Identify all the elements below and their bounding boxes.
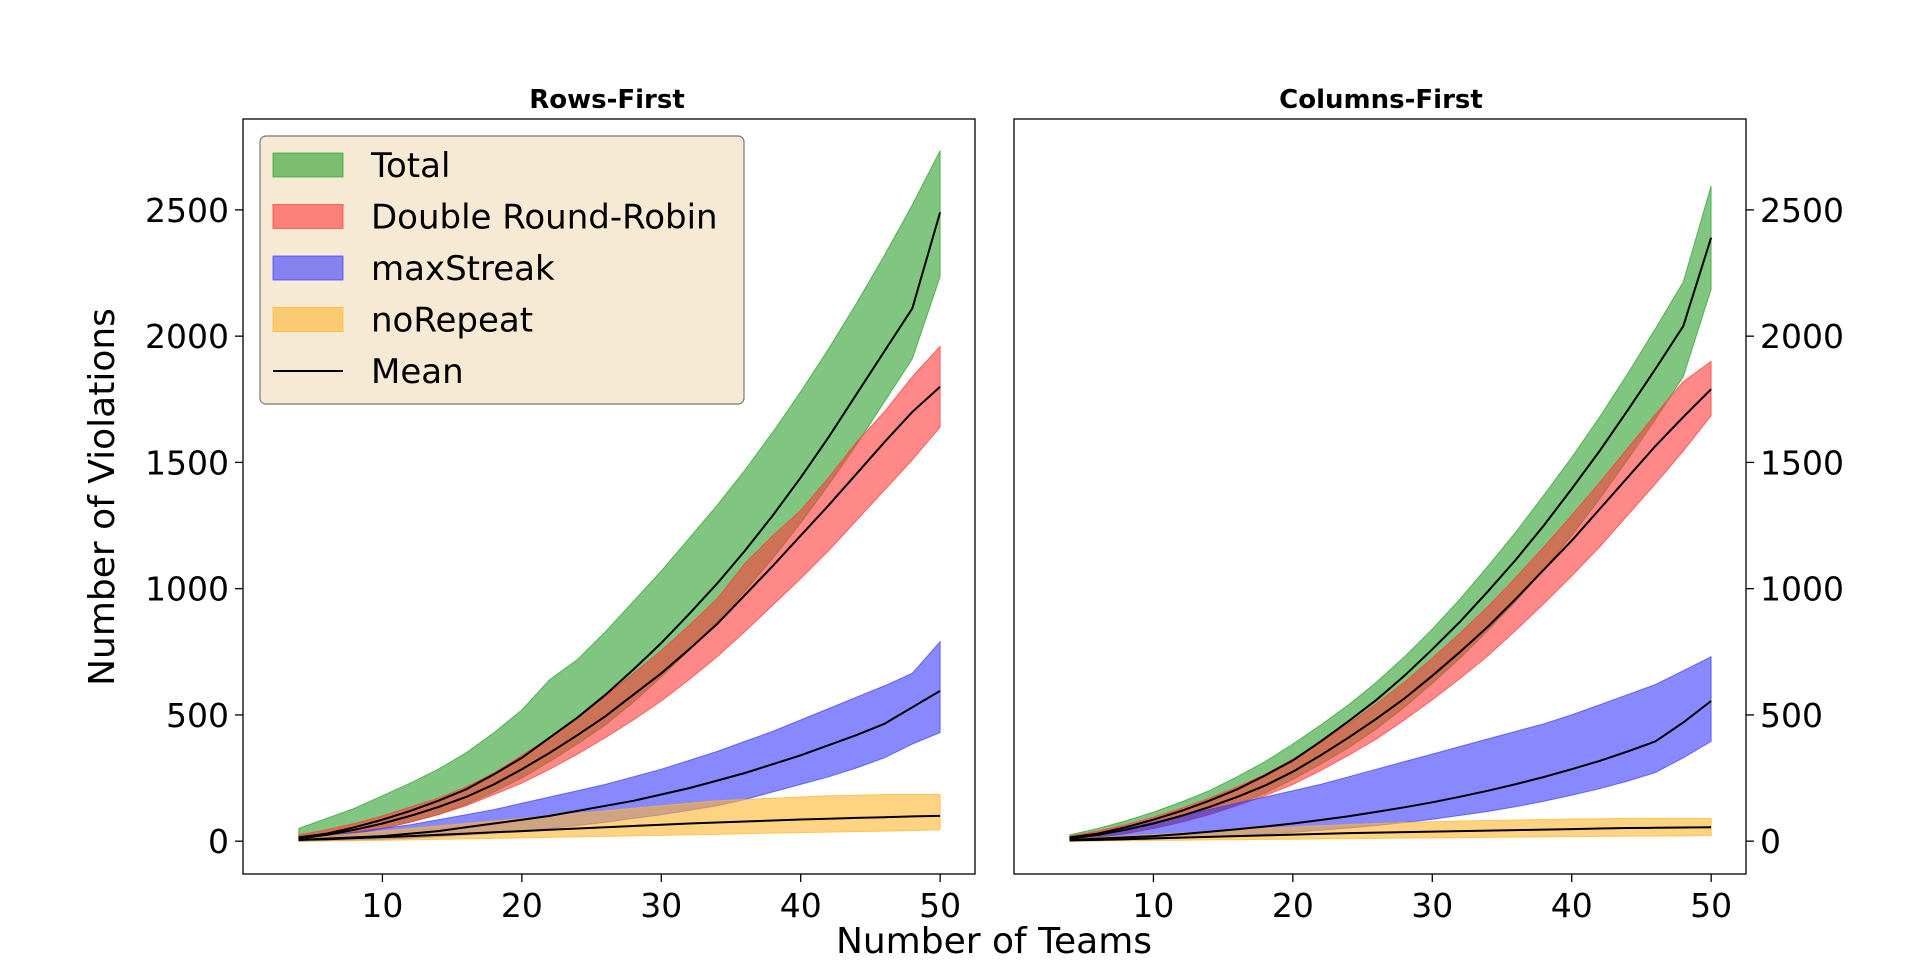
mean-line-norepeat-columns-first	[1069, 826, 1712, 842]
y-tick-label: 500	[1760, 696, 1823, 735]
y-tick-label: 2500	[1760, 191, 1844, 230]
mean-line-total-columns-first	[1069, 237, 1713, 839]
mean-line-double-round-robin-rows-first	[298, 385, 941, 840]
x-tick-label: 30	[640, 886, 682, 925]
y-tick-label: 1000	[145, 570, 229, 609]
x-tick-label: 20	[1272, 886, 1314, 925]
mean-line-maxstreak-columns-first	[1069, 700, 1712, 841]
y-tick-label: 1000	[1760, 570, 1844, 609]
y-tick-label: 2500	[145, 191, 229, 230]
legend: Total Double Round-Robin maxStreak noRepeat…	[259, 135, 745, 405]
legend-label-maxstreak: maxStreak	[371, 249, 555, 289]
y-tick-label: 1500	[1760, 443, 1844, 482]
legend-label-total: Total	[370, 146, 450, 186]
y-axis-label: Number of Violations	[82, 308, 123, 686]
x-tick-label: 40	[780, 886, 822, 925]
legend-swatch-double-round-robin	[272, 204, 344, 229]
plot-area-rows-first	[298, 150, 942, 842]
legend-label-norepeat: noRepeat	[371, 301, 533, 341]
x-tick-label: 10	[361, 886, 403, 925]
axes-frame-columns-first	[1013, 118, 1747, 875]
mean-line-total-rows-first	[298, 212, 942, 839]
x-tick-label: 20	[501, 886, 543, 925]
legend-box	[259, 135, 745, 405]
y-tick-label: 2000	[1760, 317, 1844, 356]
legend-swatch-total	[272, 152, 344, 178]
y-tick-label: 0	[208, 822, 229, 861]
plot-area-columns-first	[1069, 185, 1713, 842]
panel-rows-first: Rows-First 10 20 30 40 500500100015002000250…	[145, 85, 976, 925]
y-tick-label: 0	[1760, 822, 1781, 861]
y-tick-label: 2000	[145, 317, 229, 356]
legend-swatch-norepeat	[272, 307, 344, 332]
legend-swatch-maxstreak	[272, 255, 344, 281]
axes-frame-rows-first	[242, 118, 976, 875]
panel-title-rows-first: Rows-First	[529, 85, 685, 115]
x-tick-label: 40	[1551, 886, 1593, 925]
band-double-round-robin-columns-first	[1069, 360, 1712, 841]
legend-label-mean: Mean	[371, 352, 464, 392]
mean-line-double-round-robin-columns-first	[1069, 388, 1712, 840]
x-tick-label: 10	[1132, 886, 1174, 925]
mean-line-norepeat-rows-first	[298, 814, 941, 841]
legend-label-double-round-robin: Double Round-Robin	[371, 198, 718, 238]
panel-columns-first: Columns-First 10 20 30 40 500500100015002000…	[1013, 85, 1844, 925]
y-tick-label: 1500	[145, 443, 229, 482]
x-tick-label: 50	[1690, 886, 1732, 925]
band-norepeat-rows-first	[298, 794, 941, 842]
x-axis-label: Number of Teams	[836, 921, 1152, 962]
mean-line-maxstreak-rows-first	[298, 690, 941, 841]
x-tick-label: 50	[919, 886, 961, 925]
y-tick-label: 500	[166, 696, 229, 735]
panel-title-columns-first: Columns-First	[1279, 85, 1483, 115]
band-double-round-robin-rows-first	[298, 345, 941, 841]
x-tick-label: 30	[1411, 886, 1453, 925]
